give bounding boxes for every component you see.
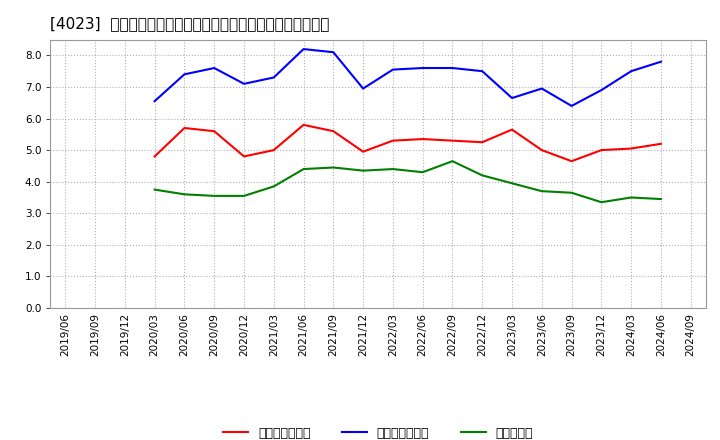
在庫回転率 bbox=[597, 200, 606, 205]
売上債権回転率 bbox=[508, 127, 516, 132]
在庫回転率 bbox=[478, 173, 487, 178]
Line: 在庫回転率: 在庫回転率 bbox=[155, 161, 661, 202]
売上債権回転率 bbox=[657, 141, 665, 147]
売上債権回転率 bbox=[240, 154, 248, 159]
買入債務回転率 bbox=[210, 66, 219, 71]
在庫回転率 bbox=[389, 166, 397, 172]
売上債権回転率 bbox=[180, 125, 189, 131]
買入債務回転率 bbox=[538, 86, 546, 91]
買入債務回転率 bbox=[627, 69, 636, 74]
在庫回転率 bbox=[538, 188, 546, 194]
在庫回転率 bbox=[329, 165, 338, 170]
買入債務回転率 bbox=[657, 59, 665, 64]
買入債務回転率 bbox=[150, 99, 159, 104]
買入債務回転率 bbox=[240, 81, 248, 86]
在庫回転率 bbox=[180, 192, 189, 197]
買入債務回転率 bbox=[180, 72, 189, 77]
売上債権回転率 bbox=[538, 147, 546, 153]
売上債権回転率 bbox=[627, 146, 636, 151]
在庫回転率 bbox=[508, 181, 516, 186]
売上債権回転率 bbox=[150, 154, 159, 159]
Line: 買入債務回転率: 買入債務回転率 bbox=[155, 49, 661, 106]
在庫回転率 bbox=[627, 195, 636, 200]
売上債権回転率 bbox=[418, 136, 427, 142]
売上債権回転率 bbox=[359, 149, 367, 154]
売上債権回転率 bbox=[389, 138, 397, 143]
買入債務回転率 bbox=[508, 95, 516, 101]
売上債権回転率 bbox=[329, 128, 338, 134]
買入債務回転率 bbox=[567, 103, 576, 109]
Legend: 売上債権回転率, 買入債務回転率, 在庫回転率: 売上債権回転率, 買入債務回転率, 在庫回転率 bbox=[223, 427, 533, 440]
売上債権回転率 bbox=[300, 122, 308, 128]
買入債務回転率 bbox=[359, 86, 367, 91]
在庫回転率 bbox=[657, 196, 665, 202]
在庫回転率 bbox=[300, 166, 308, 172]
Line: 売上債権回転率: 売上債権回転率 bbox=[155, 125, 661, 161]
買入債務回転率 bbox=[597, 88, 606, 93]
買入債務回転率 bbox=[478, 69, 487, 74]
在庫回転率 bbox=[359, 168, 367, 173]
Text: [4023]  売上債権回転率、買入債務回転率、在庫回転率の推移: [4023] 売上債権回転率、買入債務回転率、在庫回転率の推移 bbox=[50, 16, 330, 32]
売上債権回転率 bbox=[448, 138, 456, 143]
買入債務回転率 bbox=[418, 66, 427, 71]
買入債務回転率 bbox=[389, 67, 397, 72]
買入債務回転率 bbox=[448, 66, 456, 71]
在庫回転率 bbox=[150, 187, 159, 192]
在庫回転率 bbox=[269, 184, 278, 189]
買入債務回転率 bbox=[269, 75, 278, 80]
売上債権回転率 bbox=[567, 158, 576, 164]
在庫回転率 bbox=[418, 169, 427, 175]
在庫回転率 bbox=[448, 158, 456, 164]
買入債務回転率 bbox=[300, 47, 308, 52]
在庫回転率 bbox=[567, 190, 576, 195]
売上債権回転率 bbox=[597, 147, 606, 153]
在庫回転率 bbox=[240, 193, 248, 198]
売上債権回転率 bbox=[478, 139, 487, 145]
売上債権回転率 bbox=[210, 128, 219, 134]
買入債務回転率 bbox=[329, 50, 338, 55]
在庫回転率 bbox=[210, 193, 219, 198]
売上債権回転率 bbox=[269, 147, 278, 153]
